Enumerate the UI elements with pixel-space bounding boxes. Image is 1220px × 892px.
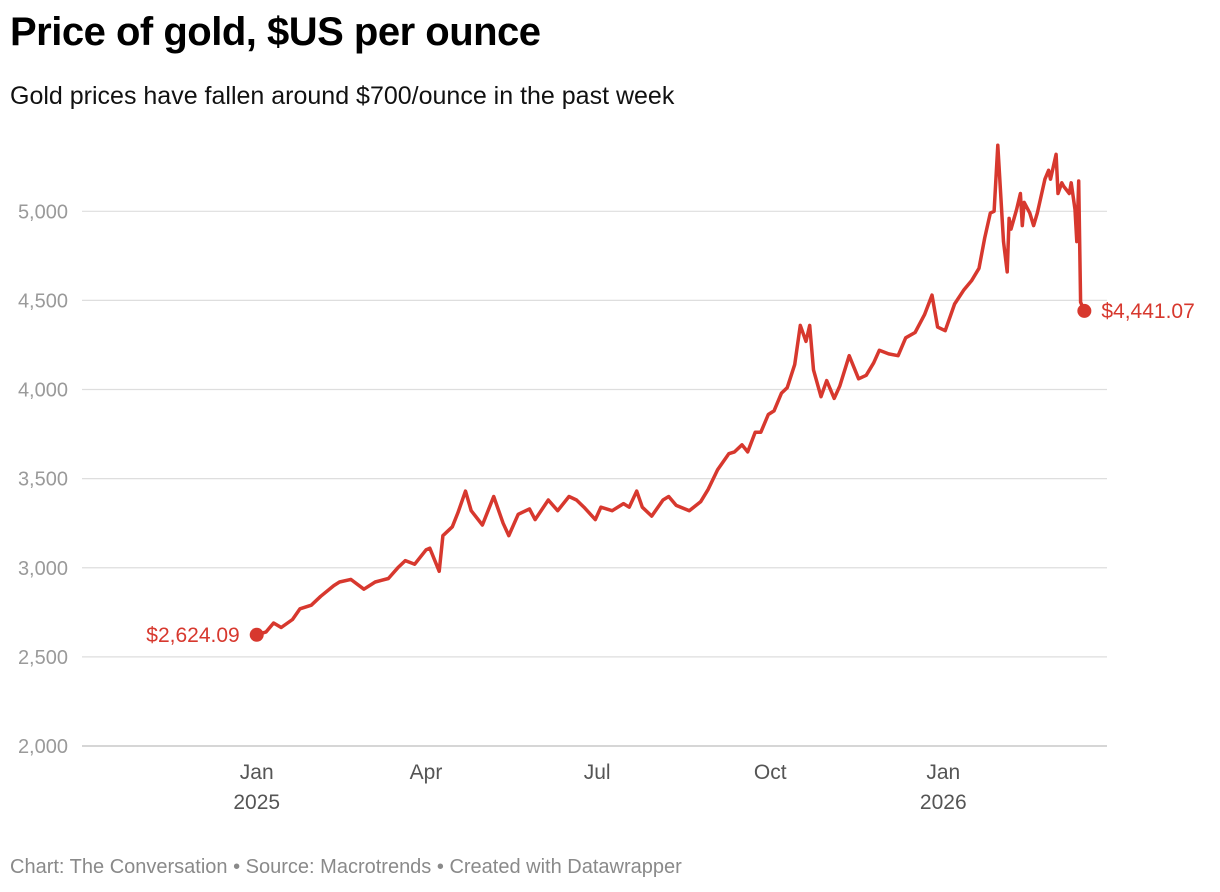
y-tick-label: 2,000 [18,736,68,758]
chart-subtitle: Gold prices have fallen around $700/ounc… [10,82,675,110]
x-tick-label: Apr [410,761,443,784]
chart-footer: Chart: The Conversation • Source: Macrot… [10,856,682,879]
annotation-dot [249,627,264,642]
gold-price-line-chart: 2,000 2,500 3,000 3,500 4,000 4,500 5,000 Jan 2… [18,143,1195,814]
datawrapper-credit[interactable]: Created with Datawrapper [449,856,682,878]
annotation-label: $2,624.09 [146,624,239,647]
x-axis-tick-labels: Jan 2025 Apr Jul Oct Jan 2026 [233,761,966,814]
source-link[interactable]: Macrotrends [320,856,432,878]
y-tick-label: 3,500 [18,469,68,491]
x-tick-label: Oct [754,761,787,784]
annotation-dot [1077,303,1092,318]
chart-credit: The Conversation [69,856,228,878]
x-tick-label: Jul [584,761,611,784]
x-tick-label: Jan [926,761,960,784]
x-tick-year-label: 2026 [920,791,967,814]
x-tick-label: Jan [240,761,274,784]
y-tick-label: 4,500 [18,290,68,312]
y-axis-tick-labels: 2,000 2,500 3,000 3,500 4,000 4,500 5,000 [18,201,68,758]
y-tick-label: 2,500 [18,647,68,669]
gridlines [82,210,1107,747]
series-line-group [254,143,1087,637]
annotations: $2,624.09 $4,441.07 [146,300,1195,647]
series-line-gold-price [254,143,1087,637]
footer-separator: • [431,856,450,878]
y-tick-label: 3,000 [18,558,68,580]
chart-title: Price of gold, $US per ounce [10,10,541,54]
source-prefix: Source: [245,856,321,878]
annotation-label: $4,441.07 [1101,300,1194,323]
footer-separator: • [227,856,246,878]
y-tick-label: 5,000 [18,201,68,223]
x-tick-year-label: 2025 [233,791,280,814]
y-tick-label: 4,000 [18,380,68,402]
credit-prefix: Chart: [10,856,70,878]
